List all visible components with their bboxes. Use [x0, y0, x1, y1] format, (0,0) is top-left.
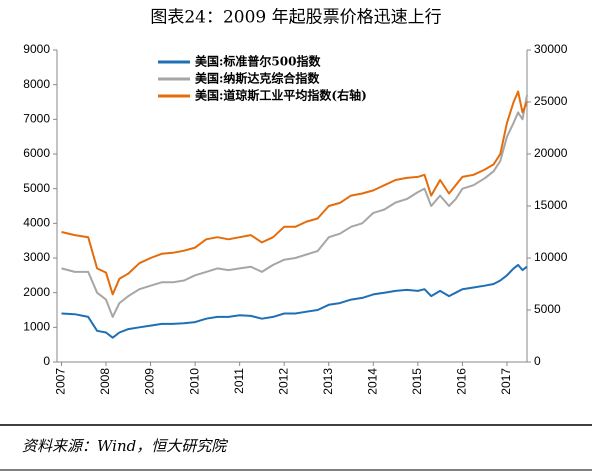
y-tick-label: 9000	[23, 42, 50, 56]
y2-tick-label: 20000	[534, 146, 568, 160]
y-tick-label: 4000	[23, 216, 50, 230]
x-tick-label: 2008	[98, 368, 112, 395]
x-tick-label: 2009	[143, 368, 157, 395]
x-tick-label: 2013	[321, 368, 335, 395]
y2-tick-label: 30000	[534, 42, 568, 56]
y-tick-label: 7000	[23, 112, 50, 126]
y-tick-label: 5000	[23, 181, 50, 195]
chart-title: 图表24：2009 年起股票价格迅速上行	[150, 8, 441, 28]
x-tick-label: 2010	[187, 368, 201, 395]
y-tick-label: 6000	[23, 146, 50, 160]
x-tick-label: 2014	[365, 368, 379, 395]
legend-label: 美国:标准普尔500指数	[195, 54, 321, 69]
y-tick-label: 3000	[23, 250, 50, 264]
y2-tick-label: 10000	[534, 250, 568, 264]
y2-tick-label: 0	[534, 354, 541, 368]
series-line	[61, 90, 528, 296]
y2-tick-label: 15000	[534, 198, 568, 212]
y-tick-label: 2000	[23, 285, 50, 299]
x-tick-label: 2012	[276, 368, 290, 395]
series-line	[61, 94, 528, 318]
y2-tick-label: 5000	[534, 302, 561, 316]
y-tick-label: 1000	[23, 320, 50, 334]
legend-label: 美国:纳斯达克综合指数	[195, 71, 320, 86]
x-tick-label: 2011	[232, 368, 246, 394]
series-line	[61, 263, 528, 339]
y-tick-label: 8000	[23, 77, 50, 91]
x-tick-label: 2016	[455, 368, 469, 395]
y2-tick-label: 25000	[534, 94, 568, 108]
x-tick-label: 2015	[410, 368, 424, 395]
source-note: 资料来源：Wind，恒大研究院	[22, 437, 228, 455]
legend-label: 美国:道琼斯工业平均指数(右轴)	[195, 88, 367, 103]
x-tick-label: 2007	[54, 368, 68, 395]
y-tick-label: 0	[43, 354, 50, 368]
x-tick-label: 2017	[499, 368, 513, 395]
